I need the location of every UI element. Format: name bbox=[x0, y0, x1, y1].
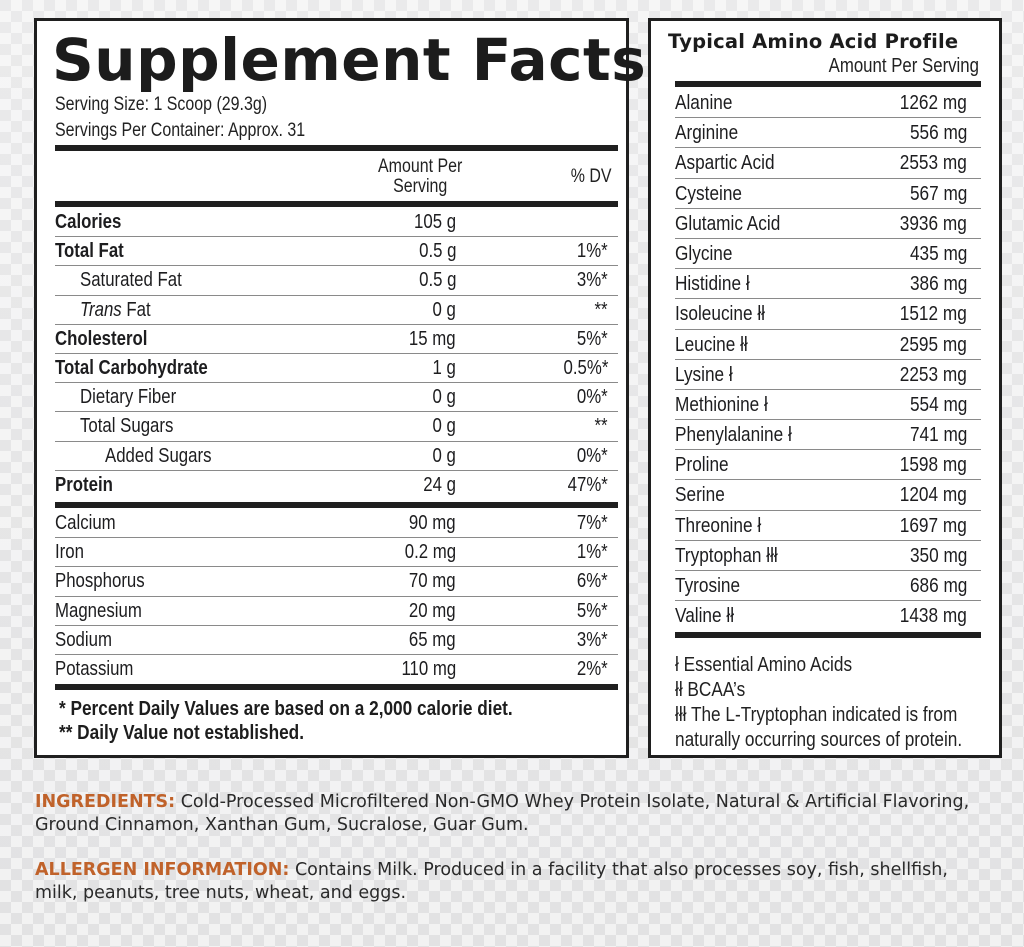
allergen-statement: ALLERGEN INFORMATION: Contains Milk. Pro… bbox=[35, 859, 995, 905]
thick-divider bbox=[55, 684, 618, 690]
thick-divider bbox=[55, 145, 618, 151]
amino-row: Lysine ł 2253 mg bbox=[675, 360, 981, 390]
amino-row: Cysteine 567 mg bbox=[675, 179, 981, 209]
amino-profile-title: Typical Amino Acid Profile bbox=[668, 30, 959, 53]
serving-size: Serving Size: 1 Scoop (29.3g) bbox=[55, 94, 268, 115]
amino-row: Serine 1204 mg bbox=[675, 480, 981, 511]
legend-tryptophan-note-cont: naturally occurring sources of protein. bbox=[675, 728, 963, 751]
amino-acid-table: Alanine 1262 mg Arginine 556 mg Aspartic A… bbox=[675, 88, 981, 631]
thick-divider bbox=[55, 502, 618, 508]
nutrient-row-protein: Protein 24 g 47%* bbox=[55, 473, 608, 496]
amino-row: Histidine ł 386 mg bbox=[675, 269, 981, 300]
nutrient-row-trans-fat: Trans Fat 0 g ** bbox=[55, 296, 618, 325]
ingredients-label: INGREDIENTS: bbox=[35, 792, 176, 812]
amino-row: Aspartic Acid 2553 mg bbox=[675, 148, 981, 179]
nutrient-row-added-sugars: Added Sugars 0 g 0%* bbox=[55, 442, 618, 471]
mineral-row-iron: Iron 0.2 mg 1%* bbox=[55, 538, 618, 568]
nutrient-row-calories: Calories 105 g bbox=[55, 208, 618, 238]
ingredients-text: Cold-Processed Microfiltered Non-GMO Whe… bbox=[35, 792, 970, 835]
nutrient-row-total-carbohydrate: Total Carbohydrate 1 g 0.5%* bbox=[55, 354, 618, 384]
amino-profile-subtitle: Amount Per Serving bbox=[828, 55, 979, 77]
amino-row: Isoleucine łł 1512 mg bbox=[675, 299, 981, 330]
nutrient-row-total-fat: Total Fat 0.5 g 1%* bbox=[55, 237, 618, 267]
thick-divider bbox=[675, 632, 981, 638]
nutrient-row-dietary-fiber: Dietary Fiber 0 g 0%* bbox=[55, 383, 618, 413]
amino-row: Glutamic Acid 3936 mg bbox=[675, 209, 981, 239]
amino-row: Arginine 556 mg bbox=[675, 118, 981, 149]
nutrient-row-saturated-fat: Saturated Fat 0.5 g 3%* bbox=[55, 266, 618, 296]
amino-row: Threonine ł 1697 mg bbox=[675, 511, 981, 541]
macro-nutrient-table: Calories 105 g Total Fat 0.5 g 1%* Satur… bbox=[55, 208, 618, 500]
mineral-row-phosphorus: Phosphorus 70 mg 6%* bbox=[55, 567, 618, 597]
mineral-row-magnesium: Magnesium 20 mg 5%* bbox=[55, 597, 618, 626]
ingredients-statement: INGREDIENTS: Cold-Processed Microfiltere… bbox=[35, 791, 995, 837]
allergen-label: ALLERGEN INFORMATION: bbox=[35, 860, 290, 880]
amino-acid-profile-panel: Typical Amino Acid Profile Amount Per Se… bbox=[648, 18, 1002, 758]
legend-tryptophan-note: łłł The L-Tryptophan indicated is from bbox=[675, 703, 958, 726]
footnote-not-established: ** Daily Value not established. bbox=[59, 721, 304, 744]
supplement-facts-title: Supplement Facts bbox=[52, 26, 647, 94]
amino-row: Tyrosine 686 mg bbox=[675, 571, 981, 602]
amino-row: Methionine ł 554 mg bbox=[675, 390, 981, 421]
mineral-row-potassium: Potassium 110 mg 2%* bbox=[55, 657, 608, 680]
nutrient-row-total-sugars: Total Sugars 0 g ** bbox=[55, 412, 618, 442]
amino-row: Alanine 1262 mg bbox=[675, 88, 981, 119]
thick-divider bbox=[675, 81, 981, 87]
thick-divider bbox=[55, 201, 618, 207]
supplement-facts-panel: Supplement Facts Serving Size: 1 Scoop (… bbox=[34, 18, 646, 758]
mineral-row-calcium: Calcium 90 mg 7%* bbox=[55, 509, 618, 539]
mineral-table: Calcium 90 mg 7%* Iron 0.2 mg 1%* Phosph… bbox=[55, 509, 618, 684]
allergen-text: Contains Milk. Produced in a facility th… bbox=[35, 860, 948, 903]
nutrient-row-cholesterol: Cholesterol 15 mg 5%* bbox=[55, 325, 618, 354]
amino-row: Glycine 435 mg bbox=[675, 239, 981, 270]
amino-row: Leucine łł 2595 mg bbox=[675, 330, 981, 360]
column-header-amount: Amount Per Serving bbox=[377, 156, 463, 197]
amino-row: Proline 1598 mg bbox=[675, 450, 981, 481]
footnote-daily-values: * Percent Daily Values are based on a 2,… bbox=[59, 697, 513, 720]
legend-bcaa: łł BCAA’s bbox=[675, 678, 746, 701]
column-header-dv: % DV bbox=[571, 166, 612, 187]
amino-row: Tryptophan łłł 350 mg bbox=[675, 541, 981, 571]
amino-row: Phenylalanine ł 741 mg bbox=[675, 420, 981, 451]
amino-row: Valine łł 1438 mg bbox=[675, 604, 967, 628]
mineral-row-sodium: Sodium 65 mg 3%* bbox=[55, 626, 618, 655]
servings-per-container: Servings Per Container: Approx. 31 bbox=[55, 120, 306, 141]
legend-essential-amino-acids: ł Essential Amino Acids bbox=[675, 653, 853, 676]
